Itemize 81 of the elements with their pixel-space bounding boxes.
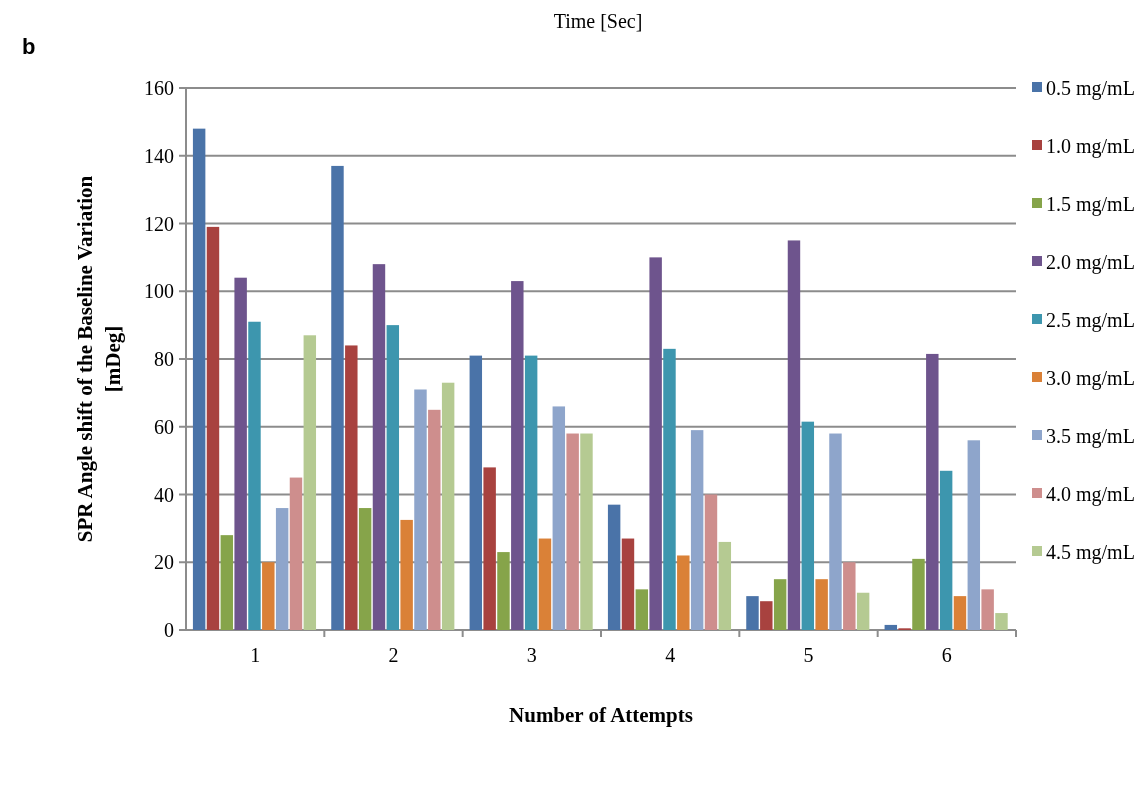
bar [303, 335, 317, 630]
bar [884, 624, 898, 630]
bar [483, 467, 496, 630]
bar [566, 433, 579, 630]
bar [787, 240, 801, 630]
bar [607, 504, 621, 630]
bar [372, 264, 386, 630]
bar [649, 257, 662, 630]
y-tick-label: 80 [154, 348, 174, 370]
bar [497, 552, 510, 630]
bar [511, 281, 524, 630]
bar [538, 538, 552, 630]
bar [704, 494, 718, 630]
y-axis-title: SPR Angle shift of the Baseline Variation [mDeg] [73, 175, 125, 543]
bar [981, 589, 994, 630]
y-tick-label: 100 [144, 280, 174, 303]
y-tick-label: 0 [164, 619, 174, 641]
bar [856, 592, 870, 630]
x-tick-label: 3 [526, 644, 537, 666]
bar [331, 165, 344, 630]
bar [400, 519, 413, 630]
legend-label: 2.0 mg/mL [1046, 251, 1135, 274]
y-tick-label: 60 [154, 415, 174, 438]
bar [635, 589, 649, 630]
legend-label: 0.5 mg/mL [1046, 77, 1135, 100]
bar [815, 579, 828, 630]
x-tick-label: 4 [665, 644, 676, 666]
bar [289, 477, 303, 630]
y-tick-label: 140 [144, 144, 174, 167]
bar [801, 421, 815, 630]
bar [248, 321, 261, 630]
x-tick-label: 6 [941, 644, 952, 666]
bar [262, 562, 275, 630]
bar [580, 433, 593, 630]
x-tick-label: 1 [250, 644, 261, 666]
bar [469, 355, 483, 630]
x-axis-title: Number of Attempts [509, 703, 693, 727]
bar [192, 128, 206, 630]
bar [234, 277, 247, 630]
legend-label: 1.5 mg/mL [1046, 193, 1135, 216]
bar [663, 348, 676, 630]
bar [829, 433, 842, 630]
bar [773, 579, 787, 630]
bar [345, 345, 358, 630]
bar [718, 541, 732, 630]
bar [843, 562, 856, 630]
y-tick-label: 40 [154, 483, 174, 506]
legend-label: 3.0 mg/mL [1046, 367, 1135, 390]
bar [358, 508, 372, 630]
bar [690, 430, 704, 630]
x-tick-label: 5 [803, 644, 814, 666]
text: Time [Sec] [553, 10, 643, 32]
bar [621, 538, 635, 630]
bar [677, 555, 690, 630]
legend-label: 3.5 mg/mL [1046, 425, 1135, 448]
text: b [22, 34, 36, 59]
bar [926, 353, 939, 630]
bar [441, 382, 455, 630]
bar [414, 389, 427, 630]
bar [995, 613, 1008, 630]
x-tick-label: 2 [388, 644, 399, 666]
bar [428, 409, 441, 630]
legend-label: 2.5 mg/mL [1046, 309, 1135, 332]
bar [386, 325, 400, 630]
bar [967, 440, 981, 630]
legend-label: 4.5 mg/mL [1046, 541, 1135, 564]
y-tick-label: 120 [144, 212, 174, 235]
legend-label: 1.0 mg/mL [1046, 135, 1135, 158]
bar [552, 406, 566, 630]
legend-label: 4.0 mg/mL [1046, 483, 1135, 506]
bar [760, 601, 773, 630]
bar [275, 508, 289, 630]
bar [746, 596, 759, 630]
bar [939, 470, 953, 630]
bar [953, 596, 967, 630]
bar [912, 558, 925, 630]
y-tick-label: 20 [154, 551, 174, 574]
y-tick-label: 160 [144, 77, 174, 99]
bar [206, 226, 220, 630]
bar [524, 355, 538, 630]
bar [220, 535, 234, 630]
